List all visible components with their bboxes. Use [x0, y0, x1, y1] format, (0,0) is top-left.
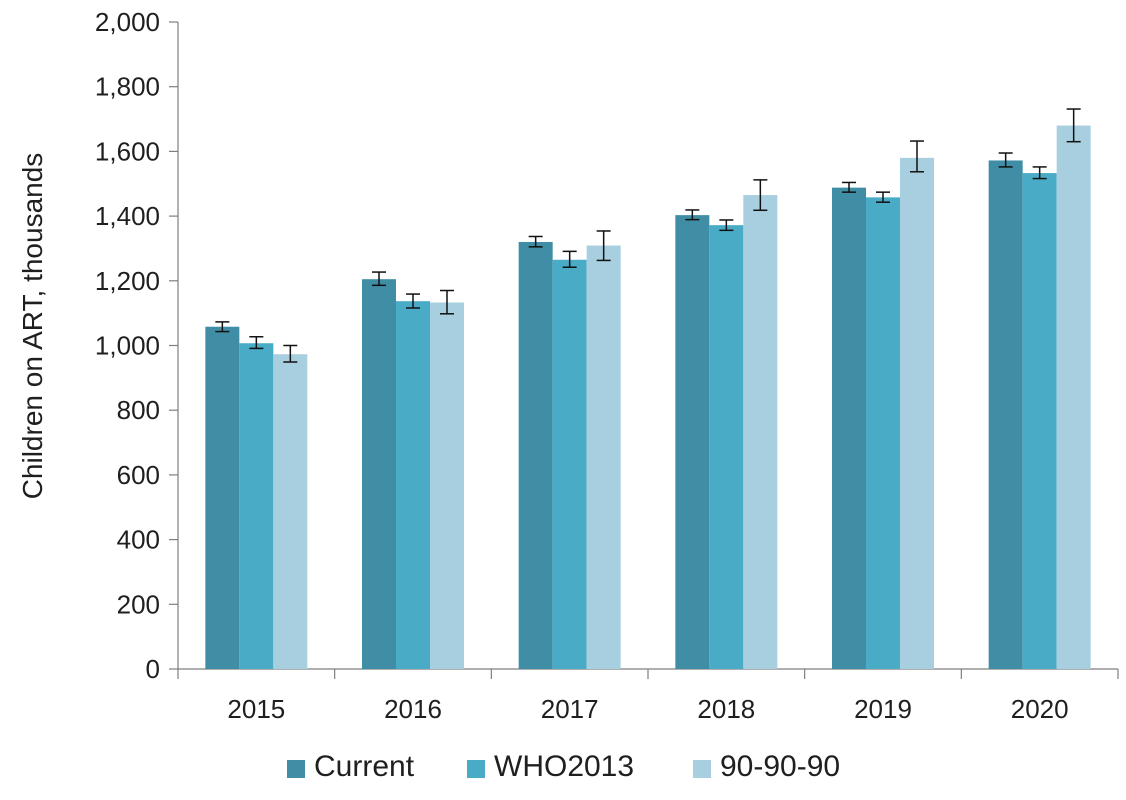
y-tick-label: 0 [146, 654, 160, 684]
bar-who2013-2020 [1022, 173, 1057, 669]
y-tick-label: 1,600 [95, 136, 160, 166]
y-tick-label: 200 [117, 589, 160, 619]
y-tick-label: 2,000 [95, 7, 160, 37]
legend-label-who2013: WHO2013 [494, 750, 634, 783]
legend-swatch-who2013 [467, 760, 485, 778]
legend-swatch-current [287, 760, 305, 778]
y-axis-title: Children on ART, thousands [17, 153, 48, 500]
y-tick-label: 1,200 [95, 266, 160, 296]
y-tick-label: 1,800 [95, 72, 160, 102]
y-tick-label: 1,400 [95, 201, 160, 231]
bar-who2013-2019 [866, 197, 900, 669]
bar-90-90-90-2015 [273, 354, 308, 669]
bar-who2013-2017 [552, 259, 587, 669]
bar-current-2015 [205, 326, 240, 669]
x-tick-label: 2015 [227, 694, 285, 724]
bar-90-90-90-2016 [430, 302, 464, 669]
legend-label-current: Current [314, 750, 415, 783]
bar-current-2016 [362, 279, 396, 669]
x-tick-label: 2020 [1011, 694, 1069, 724]
y-tick-label: 1,000 [95, 331, 160, 361]
bar-90-90-90-2018 [743, 195, 778, 669]
legend-label-90-90-90: 90-90-90 [720, 750, 840, 783]
x-tick-label: 2019 [854, 694, 912, 724]
bar-current-2017 [518, 241, 553, 670]
y-tick-label: 400 [117, 525, 160, 555]
legend: Current WHO2013 90-90-90 [287, 750, 840, 783]
x-tick-label: 2018 [697, 694, 755, 724]
bar-90-90-90-2020 [1056, 125, 1091, 669]
bar-who2013-2016 [396, 301, 430, 669]
x-tick-label: 2017 [541, 694, 599, 724]
bar-series-group [205, 125, 1091, 670]
bar-current-2020 [988, 160, 1023, 669]
x-tick-label: 2016 [384, 694, 442, 724]
y-axis-ticks: 0 200 400 600 800 1,000 1,200 1,400 1,600 1,800 2,… [95, 7, 1119, 684]
bar-current-2018 [675, 215, 710, 669]
bar-90-90-90-2019 [900, 157, 934, 669]
bar-who2013-2018 [709, 225, 744, 669]
bar-90-90-90-2017 [586, 245, 621, 669]
x-axis-ticks: 2015 2016 2017 2018 2019 2020 [227, 694, 1068, 724]
bar-who2013-2015 [239, 343, 274, 669]
error-bar-group [215, 108, 1081, 363]
y-tick-label: 800 [117, 395, 160, 425]
bar-current-2019 [832, 187, 866, 669]
y-tick-label: 600 [117, 460, 160, 490]
plot-area: 0 200 400 600 800 1,000 1,200 1,400 1,600 1,800 2,… [95, 7, 1119, 724]
legend-swatch-90-90-90 [693, 760, 711, 778]
